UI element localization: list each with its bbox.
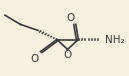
Text: O: O	[67, 13, 75, 23]
Text: NH₂: NH₂	[105, 35, 124, 45]
Text: O: O	[30, 54, 38, 64]
Text: O: O	[63, 50, 72, 60]
